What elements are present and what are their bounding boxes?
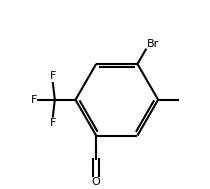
Text: F: F [31, 95, 37, 105]
Text: F: F [50, 119, 56, 129]
Text: O: O [92, 177, 101, 187]
Text: Br: Br [147, 39, 159, 49]
Text: F: F [50, 71, 56, 81]
